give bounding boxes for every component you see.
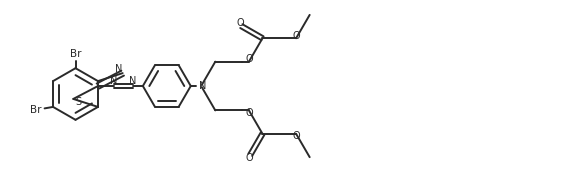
Text: Br: Br	[70, 49, 81, 59]
Text: N: N	[129, 76, 137, 86]
Text: O: O	[246, 108, 253, 118]
Text: O: O	[236, 18, 244, 28]
Text: O: O	[246, 54, 253, 64]
Text: Br: Br	[30, 105, 42, 115]
Text: N: N	[116, 64, 123, 74]
Text: S: S	[75, 97, 81, 107]
Text: O: O	[293, 131, 300, 141]
Text: N: N	[199, 81, 206, 91]
Text: O: O	[245, 153, 253, 163]
Text: N: N	[110, 76, 117, 86]
Text: O: O	[293, 31, 300, 41]
